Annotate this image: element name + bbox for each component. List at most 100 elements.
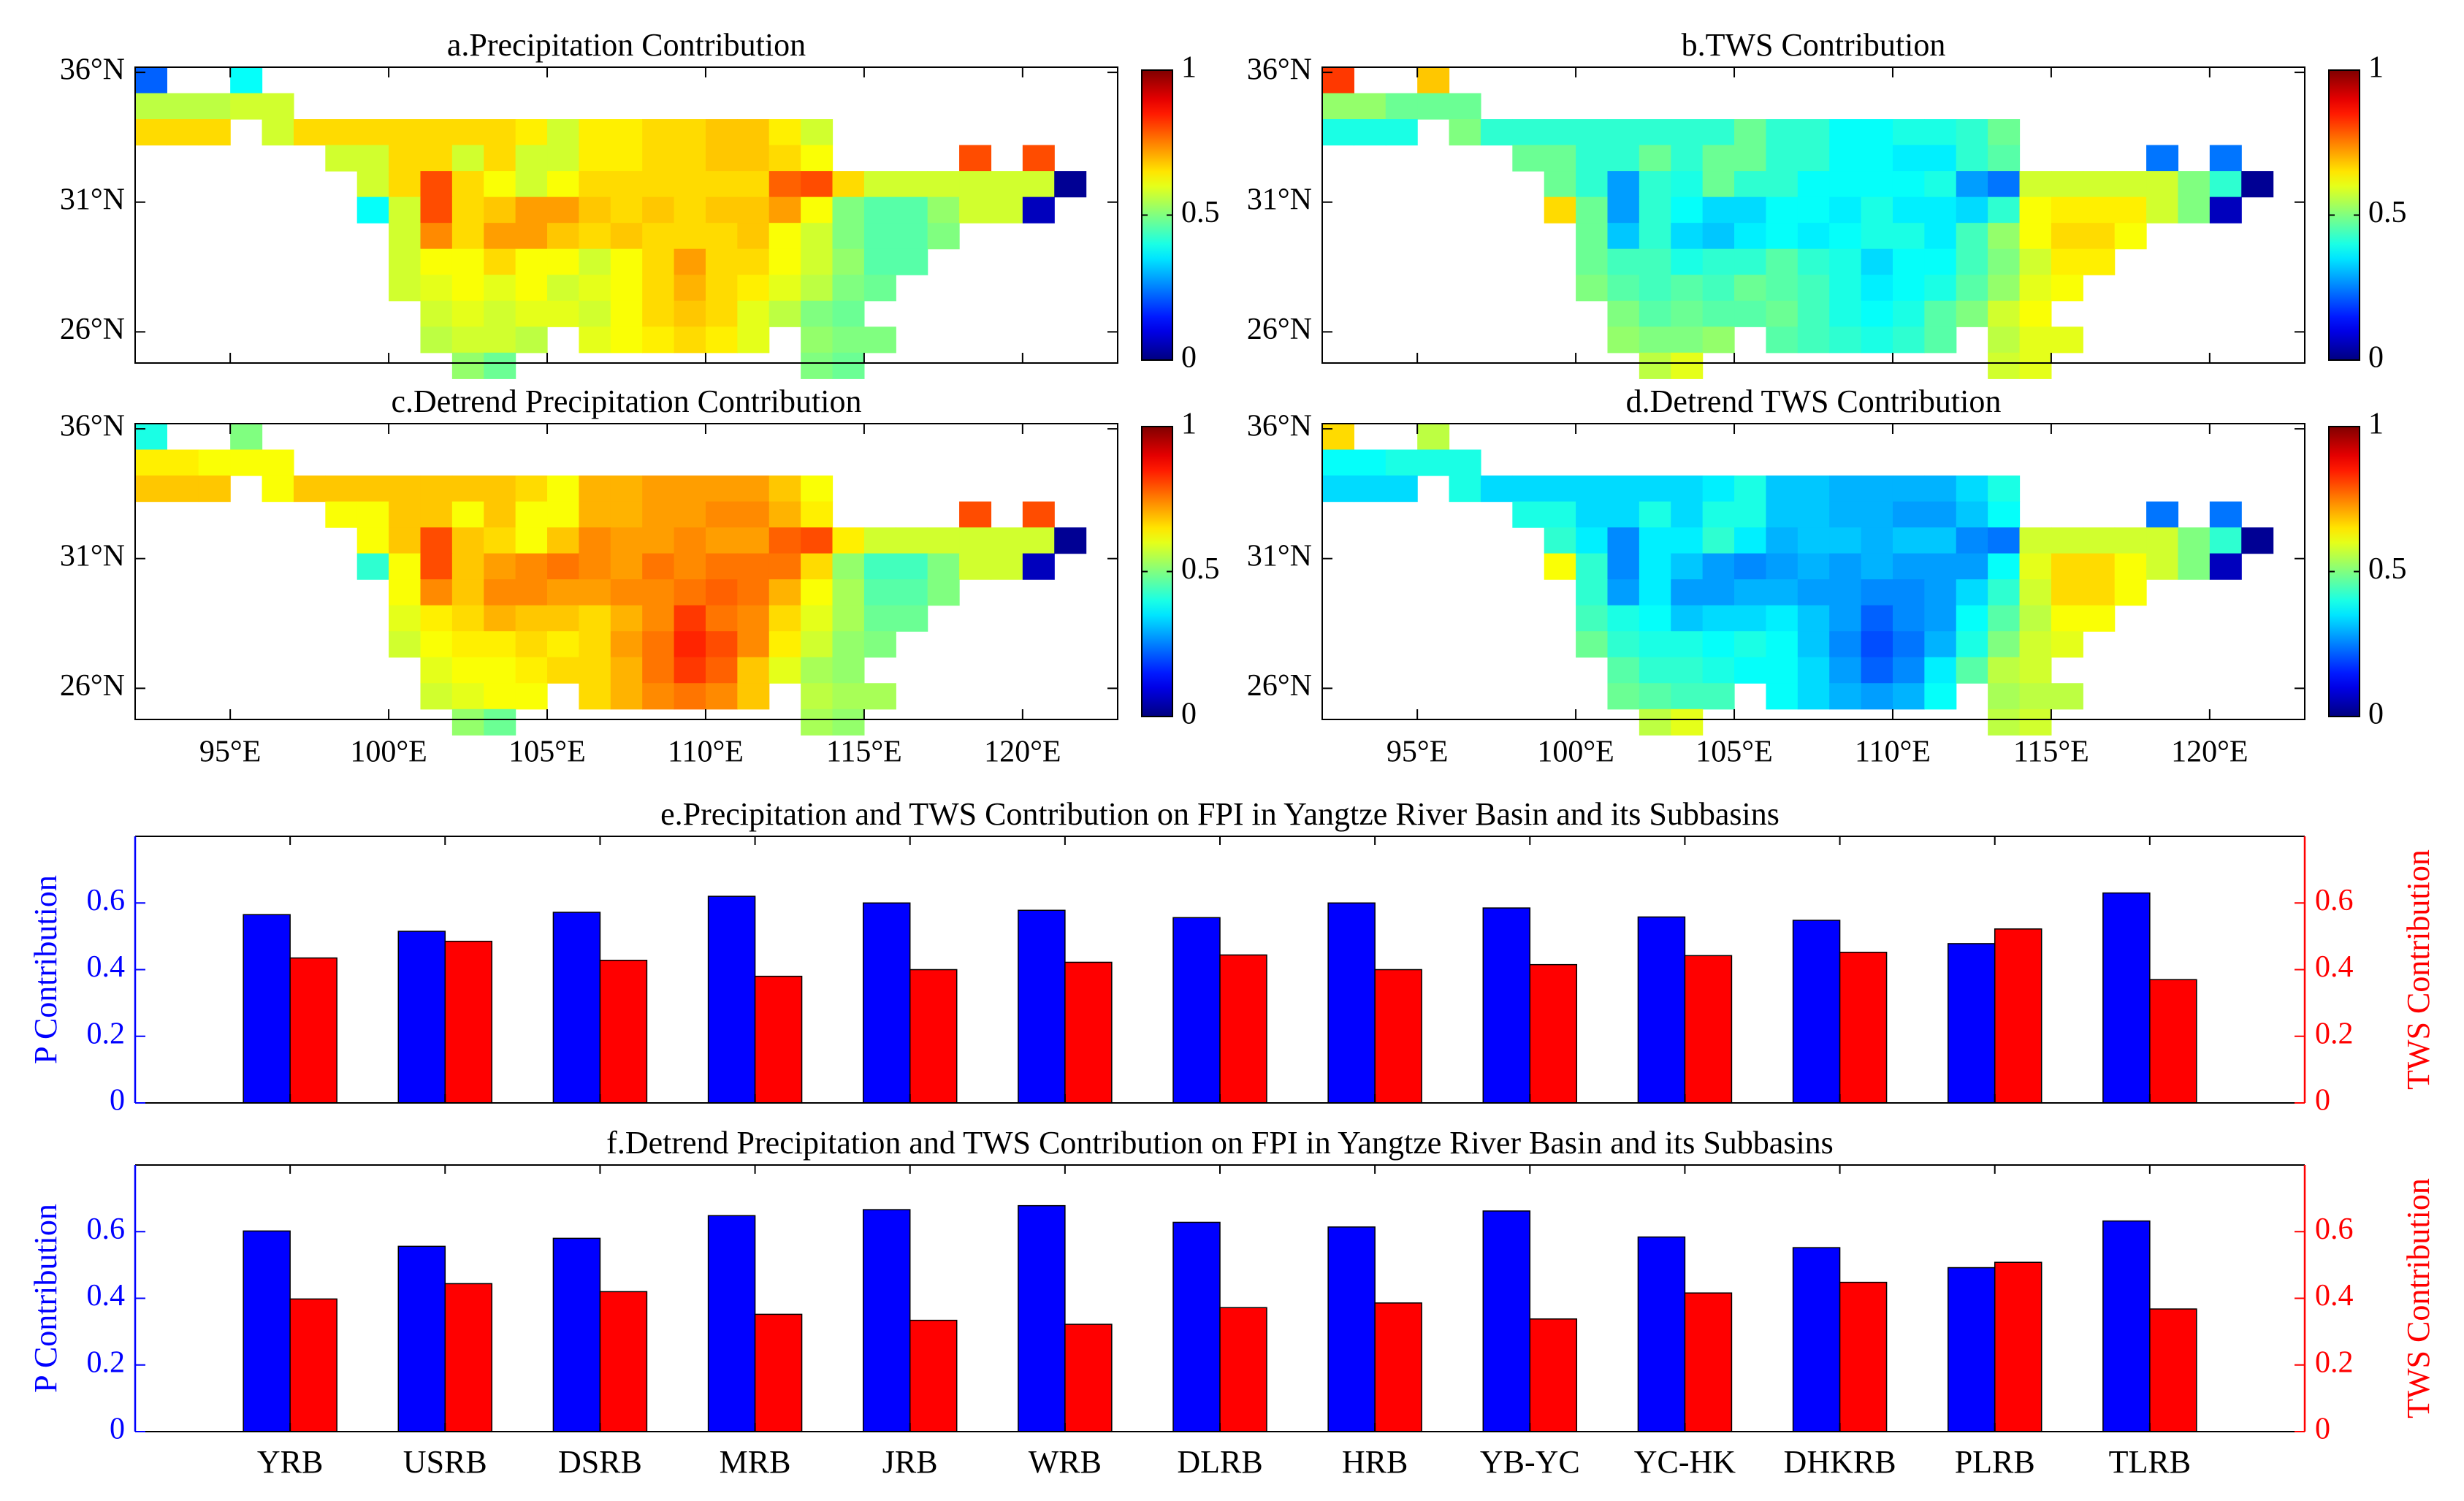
map-cell — [515, 223, 548, 250]
map-cell — [2114, 223, 2147, 250]
map-cell — [1829, 223, 1862, 250]
map-cell — [801, 709, 834, 736]
map-cell — [642, 605, 675, 632]
map-cell — [1956, 119, 1988, 146]
map-cell — [198, 119, 231, 146]
map-cell — [610, 196, 643, 224]
map-cell — [1956, 605, 1988, 632]
map-cell — [1892, 171, 1925, 198]
x-tick-label: MRB — [720, 1444, 791, 1480]
map-cell — [1671, 605, 1704, 632]
bar-p-contribution — [1172, 917, 1221, 1104]
map-cell — [1576, 475, 1609, 503]
y-tick-label-right: 0.2 — [2315, 1017, 2354, 1050]
map-cell — [1544, 171, 1576, 198]
map-cell — [1797, 171, 1830, 198]
map-cell — [1576, 579, 1609, 606]
bar-panel-f: f.Detrend Precipitation and TWS Contribu… — [28, 1125, 2436, 1480]
map-cell — [1639, 145, 1671, 172]
map-cell — [230, 67, 263, 94]
map-cell — [1607, 119, 1640, 146]
map-cell — [515, 683, 548, 710]
map-cell — [451, 709, 484, 736]
map-cell — [1607, 683, 1640, 710]
map-cell — [2019, 171, 2052, 198]
map-cell — [2146, 553, 2179, 580]
map-cell — [1797, 248, 1830, 275]
bar-tws-contribution — [444, 940, 493, 1104]
lat-tick-label: 26°N — [1247, 313, 1312, 346]
map-cell — [1671, 275, 1704, 302]
map-cell — [737, 527, 770, 554]
map-cell — [1671, 657, 1704, 684]
bar-tws-contribution — [2149, 1308, 2197, 1432]
map-cell — [1861, 275, 1893, 302]
map-cell — [1766, 171, 1799, 198]
map-cell — [484, 223, 516, 250]
map-cell — [737, 248, 770, 275]
map-cell — [674, 275, 706, 302]
map-cell — [1892, 683, 1925, 710]
bar-p-contribution — [1018, 1204, 1066, 1432]
map-cell — [1702, 171, 1735, 198]
map-cell — [484, 579, 516, 606]
lon-tick-label: 120°E — [2171, 736, 2248, 769]
map-cell — [705, 145, 738, 172]
lon-tick-label: 110°E — [668, 736, 744, 769]
map-cell — [737, 145, 770, 172]
map-cell — [1449, 475, 1481, 503]
map-cell — [389, 145, 422, 172]
map-cell — [801, 605, 834, 632]
map-cell — [1892, 300, 1925, 327]
map-cell — [1861, 631, 1893, 658]
map-cell — [1861, 605, 1893, 632]
map-cell — [1607, 657, 1640, 684]
map-cell — [768, 605, 801, 632]
map-cell — [832, 605, 865, 632]
map-cell — [768, 119, 801, 146]
map-cell — [1956, 631, 1988, 658]
map-cell — [1988, 171, 2021, 198]
map-cell — [1702, 683, 1735, 710]
map-cell — [801, 196, 834, 224]
lon-tick-label: 115°E — [2013, 736, 2089, 769]
map-cell — [1829, 145, 1862, 172]
map-cell — [832, 553, 865, 580]
bar-tws-contribution — [909, 1319, 958, 1432]
map-cell — [1544, 475, 1576, 503]
map-cell — [642, 248, 675, 275]
map-cell — [451, 553, 484, 580]
map-cell — [515, 527, 548, 554]
map-cell — [610, 579, 643, 606]
map-cell — [420, 171, 453, 198]
map-cell — [451, 171, 484, 198]
map-cell — [768, 248, 801, 275]
map-cell — [1988, 352, 2021, 379]
map-cell — [579, 171, 611, 198]
map-cell — [642, 275, 675, 302]
bar-p-contribution — [1637, 1236, 1686, 1432]
map-cell — [642, 223, 675, 250]
map-cell — [579, 475, 611, 503]
map-cell — [451, 683, 484, 710]
map-cell — [801, 657, 834, 684]
map-cell — [705, 248, 738, 275]
map-cell — [642, 196, 675, 224]
map-title: a.Precipitation Contribution — [447, 27, 806, 63]
map-cell — [863, 553, 896, 580]
map-cell — [1417, 424, 1450, 451]
map-cell — [135, 449, 167, 476]
map-cell — [484, 553, 516, 580]
map-cell — [1797, 553, 1830, 580]
map-cell — [642, 475, 675, 503]
map-cell — [484, 475, 516, 503]
colorbar-tick-label: 0 — [2368, 698, 2384, 731]
map-cell — [1924, 300, 1957, 327]
map-cell — [1797, 579, 1830, 606]
map-cell — [420, 527, 453, 554]
map-cell — [2019, 223, 2052, 250]
bar-tws-contribution — [909, 969, 958, 1104]
map-cell — [325, 501, 358, 528]
map-cell — [420, 326, 453, 354]
map-cell — [1734, 275, 1767, 302]
